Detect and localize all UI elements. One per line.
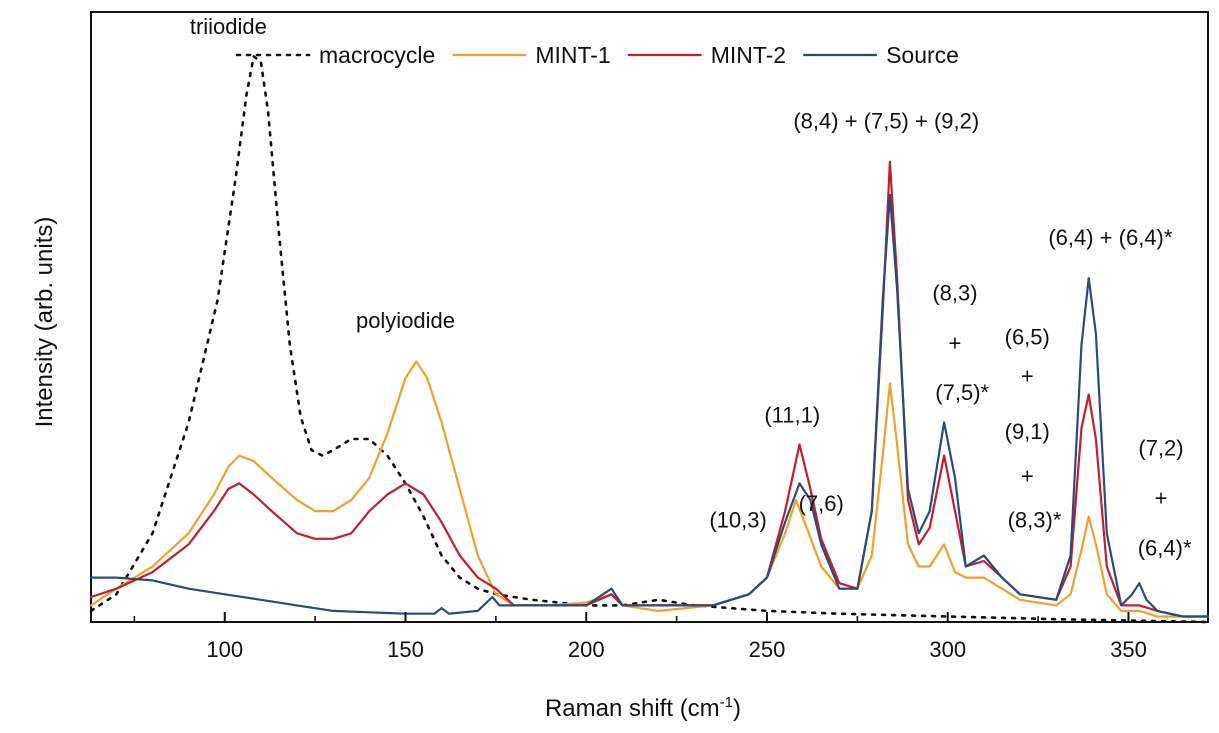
series-line-mint-2: [89, 160, 1210, 618]
y-axis-title: Intensity (arb. units): [31, 217, 58, 428]
annotation-label: (9,1): [1005, 419, 1050, 444]
x-tick-label: 150: [387, 637, 424, 662]
annotations: triiodide polyiodide (8,4) + (7,5) + (9,2)…: [190, 14, 1192, 560]
annotation-label: (11,1): [764, 402, 820, 427]
annotation-label: +: [1021, 364, 1034, 389]
annotation-label: (6,4)*: [1138, 535, 1192, 560]
annotation-label: (6,5): [1005, 325, 1050, 350]
x-tick-label: 200: [568, 637, 605, 662]
annotation-label: (7,5)*: [935, 380, 989, 405]
legend-label-source: Source: [886, 42, 959, 68]
annotation-label: +: [949, 330, 962, 355]
annotation-label: +: [1021, 463, 1034, 488]
annotation-label: (8,4) + (7,5) + (9,2): [793, 108, 979, 133]
plot-frame: [90, 11, 1209, 623]
legend-label-mint-2: MINT-2: [711, 42, 786, 68]
annotation-label: polyiodide: [356, 308, 455, 333]
x-tick-label: 300: [929, 637, 966, 662]
x-tick-label: 100: [206, 637, 243, 662]
legend: macrocycle MINT-1 MINT-2 Source: [235, 42, 959, 68]
x-axis: 100 150 200 250 300 350: [133, 612, 1147, 662]
x-tick-label: 350: [1110, 637, 1147, 662]
annotation-label: +: [1155, 486, 1168, 511]
legend-label-macrocycle: macrocycle: [319, 42, 435, 68]
series-line-mint-1: [89, 360, 1210, 618]
series-line-source: [89, 193, 1210, 618]
x-tick-label: 250: [749, 637, 786, 662]
annotation-label: (8,3)*: [1008, 508, 1062, 533]
x-axis-title: Raman shift (cm-1): [545, 694, 741, 722]
annotation-label: (6,4) + (6,4)*: [1048, 225, 1173, 250]
annotation-label: (8,3): [932, 280, 977, 305]
annotation-label: (7,6): [799, 491, 844, 516]
series-line-macrocycle: [89, 55, 1210, 624]
annotation-label: triiodide: [190, 14, 267, 39]
series-layer: [89, 55, 1210, 624]
legend-label-mint-1: MINT-1: [535, 42, 610, 68]
annotation-label: (10,3): [709, 508, 766, 533]
annotation-label: (7,2): [1138, 436, 1183, 461]
